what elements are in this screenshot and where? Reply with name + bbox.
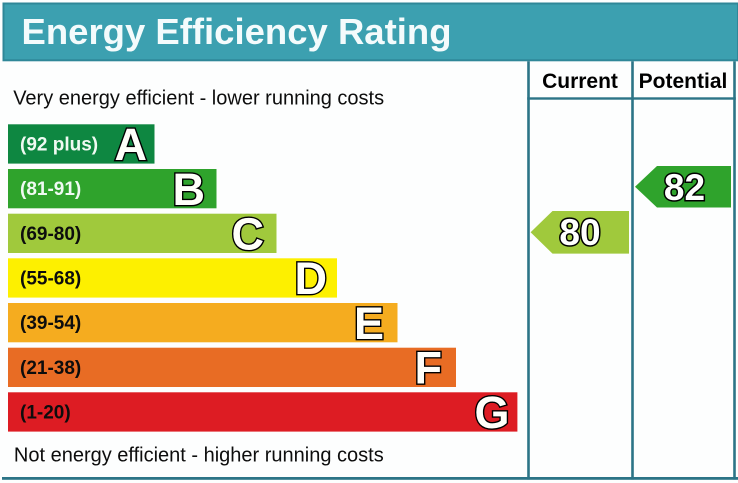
svg-text:Energy Efficiency Rating: Energy Efficiency Rating [22,11,452,52]
svg-text:Potential: Potential [639,70,728,93]
svg-text:Current: Current [542,70,618,93]
svg-text:82: 82 [664,167,705,208]
svg-text:B: B [173,164,206,215]
svg-text:(92 plus): (92 plus) [20,134,98,155]
svg-text:(55-68): (55-68) [20,268,81,289]
svg-text:(81-91): (81-91) [20,179,81,200]
svg-text:Very energy efficient - lower: Very energy efficient - lower running co… [13,87,384,109]
svg-text:(69-80): (69-80) [20,224,81,245]
svg-text:(39-54): (39-54) [20,313,81,334]
svg-text:D: D [295,253,328,304]
svg-text:F: F [415,343,443,394]
svg-text:C: C [232,209,265,260]
svg-text:80: 80 [559,212,600,253]
svg-text:G: G [474,387,509,438]
svg-text:E: E [354,298,384,349]
svg-text:(1-20): (1-20) [20,402,71,423]
svg-text:Not energy efficient - higher: Not energy efficient - higher running co… [14,444,384,466]
svg-text:A: A [115,119,148,170]
svg-text:(21-38): (21-38) [20,358,81,379]
